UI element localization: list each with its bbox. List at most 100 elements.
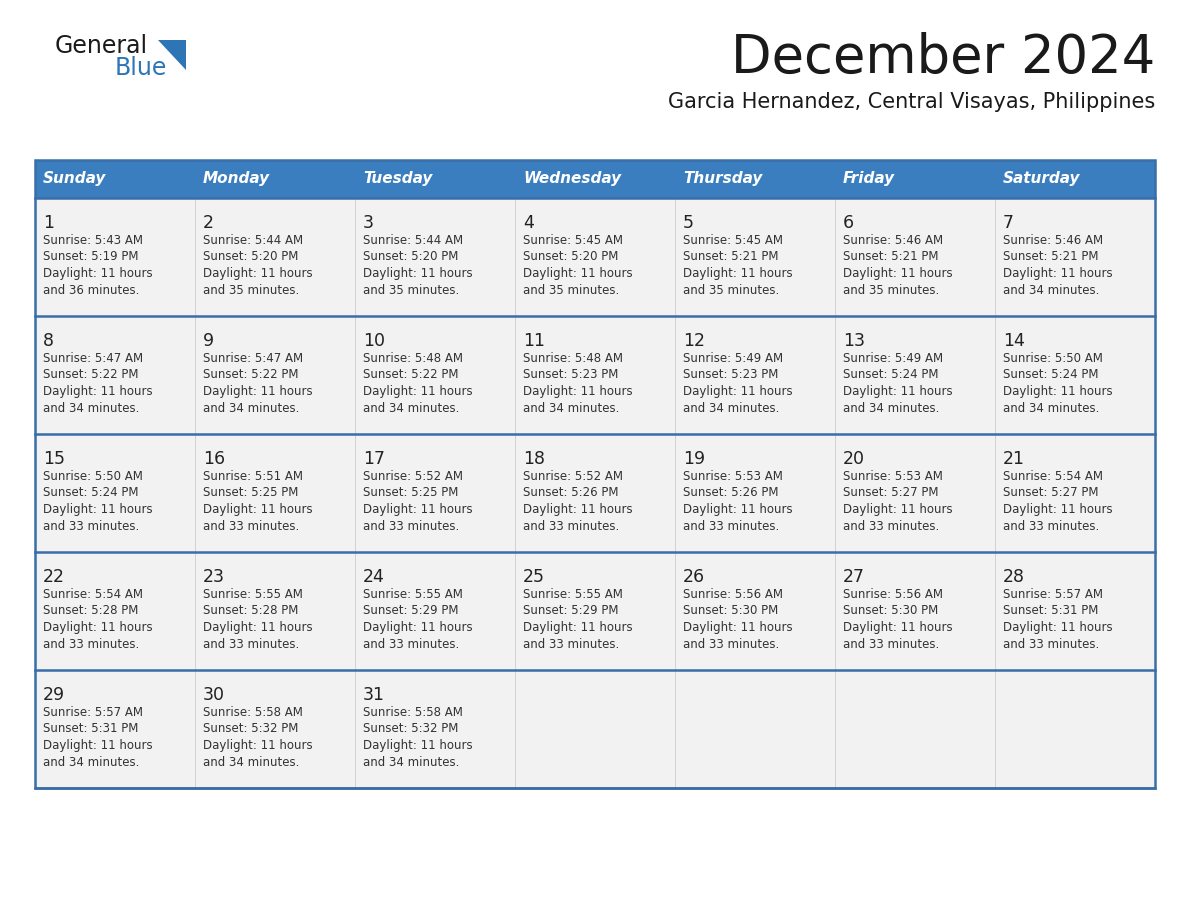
Text: Sunrise: 5:51 AM: Sunrise: 5:51 AM [203,470,303,483]
Text: Sunset: 5:27 PM: Sunset: 5:27 PM [1003,487,1099,499]
Text: 15: 15 [43,450,65,468]
Text: Sunrise: 5:48 AM: Sunrise: 5:48 AM [523,352,623,365]
Text: Sunrise: 5:45 AM: Sunrise: 5:45 AM [523,234,623,247]
Text: Daylight: 11 hours: Daylight: 11 hours [843,267,953,280]
Text: and 35 minutes.: and 35 minutes. [364,284,460,297]
Text: Tuesday: Tuesday [364,172,432,186]
Text: Sunset: 5:19 PM: Sunset: 5:19 PM [43,251,139,263]
Text: 20: 20 [843,450,865,468]
Text: and 34 minutes.: and 34 minutes. [203,756,299,768]
Text: Thursday: Thursday [683,172,763,186]
Text: 7: 7 [1003,214,1015,232]
Text: Daylight: 11 hours: Daylight: 11 hours [523,267,633,280]
Text: Sunset: 5:25 PM: Sunset: 5:25 PM [364,487,459,499]
Bar [34,434,1155,552]
Text: Sunset: 5:27 PM: Sunset: 5:27 PM [843,487,939,499]
Text: 1: 1 [43,214,53,232]
Text: 12: 12 [683,332,704,350]
Bar [34,198,1155,316]
Text: and 33 minutes.: and 33 minutes. [364,520,460,532]
Text: and 33 minutes.: and 33 minutes. [683,637,779,651]
Bar [34,670,1155,788]
Text: and 34 minutes.: and 34 minutes. [364,756,460,768]
Text: and 33 minutes.: and 33 minutes. [203,637,299,651]
Text: Sunset: 5:28 PM: Sunset: 5:28 PM [43,604,138,618]
Text: Sunset: 5:22 PM: Sunset: 5:22 PM [43,368,139,382]
Text: Sunrise: 5:56 AM: Sunrise: 5:56 AM [683,588,783,601]
Text: Daylight: 11 hours: Daylight: 11 hours [203,621,312,634]
Text: Sunset: 5:24 PM: Sunset: 5:24 PM [843,368,939,382]
Text: Sunrise: 5:54 AM: Sunrise: 5:54 AM [1003,470,1102,483]
Text: Sunset: 5:31 PM: Sunset: 5:31 PM [43,722,138,735]
Text: and 33 minutes.: and 33 minutes. [683,520,779,532]
Text: 18: 18 [523,450,545,468]
Text: Friday: Friday [843,172,895,186]
Text: Daylight: 11 hours: Daylight: 11 hours [843,503,953,516]
Text: Daylight: 11 hours: Daylight: 11 hours [364,503,473,516]
Text: Sunset: 5:28 PM: Sunset: 5:28 PM [203,604,298,618]
Text: Monday: Monday [203,172,270,186]
Text: Sunset: 5:29 PM: Sunset: 5:29 PM [364,604,459,618]
Text: Sunrise: 5:53 AM: Sunrise: 5:53 AM [843,470,943,483]
Text: Daylight: 11 hours: Daylight: 11 hours [1003,503,1113,516]
Text: Sunset: 5:22 PM: Sunset: 5:22 PM [364,368,459,382]
Text: Sunset: 5:21 PM: Sunset: 5:21 PM [843,251,939,263]
Text: Sunrise: 5:52 AM: Sunrise: 5:52 AM [364,470,463,483]
Text: Sunrise: 5:50 AM: Sunrise: 5:50 AM [43,470,143,483]
Text: 4: 4 [523,214,533,232]
Text: 22: 22 [43,568,65,586]
Text: Daylight: 11 hours: Daylight: 11 hours [364,621,473,634]
Text: Sunrise: 5:55 AM: Sunrise: 5:55 AM [364,588,463,601]
Text: 23: 23 [203,568,225,586]
Text: Sunrise: 5:52 AM: Sunrise: 5:52 AM [523,470,623,483]
Text: and 34 minutes.: and 34 minutes. [523,401,619,415]
Text: 26: 26 [683,568,706,586]
Text: and 33 minutes.: and 33 minutes. [843,637,940,651]
Text: and 33 minutes.: and 33 minutes. [1003,520,1099,532]
Text: Daylight: 11 hours: Daylight: 11 hours [683,621,792,634]
Text: Sunset: 5:23 PM: Sunset: 5:23 PM [683,368,778,382]
Text: Daylight: 11 hours: Daylight: 11 hours [43,739,152,752]
Text: Sunrise: 5:57 AM: Sunrise: 5:57 AM [43,706,143,719]
Text: Sunrise: 5:43 AM: Sunrise: 5:43 AM [43,234,143,247]
Bar [34,316,1155,434]
Text: 19: 19 [683,450,706,468]
Text: Daylight: 11 hours: Daylight: 11 hours [43,503,152,516]
Text: 29: 29 [43,686,65,704]
Text: and 35 minutes.: and 35 minutes. [843,284,940,297]
Bar [34,552,1155,670]
Text: and 33 minutes.: and 33 minutes. [43,520,139,532]
Text: Sunrise: 5:45 AM: Sunrise: 5:45 AM [683,234,783,247]
Text: Blue: Blue [115,56,168,80]
Text: 21: 21 [1003,450,1025,468]
Text: Daylight: 11 hours: Daylight: 11 hours [523,385,633,398]
Text: and 34 minutes.: and 34 minutes. [843,401,940,415]
Text: and 34 minutes.: and 34 minutes. [43,401,139,415]
Text: 27: 27 [843,568,865,586]
Text: Daylight: 11 hours: Daylight: 11 hours [203,503,312,516]
Polygon shape [158,40,187,70]
Text: 8: 8 [43,332,53,350]
Text: 13: 13 [843,332,865,350]
Text: Sunrise: 5:58 AM: Sunrise: 5:58 AM [203,706,303,719]
Text: Garcia Hernandez, Central Visayas, Philippines: Garcia Hernandez, Central Visayas, Phili… [668,92,1155,112]
Text: and 35 minutes.: and 35 minutes. [523,284,619,297]
Text: Daylight: 11 hours: Daylight: 11 hours [843,621,953,634]
Text: Daylight: 11 hours: Daylight: 11 hours [43,385,152,398]
Text: and 33 minutes.: and 33 minutes. [523,520,619,532]
Text: Daylight: 11 hours: Daylight: 11 hours [203,739,312,752]
Text: 30: 30 [203,686,225,704]
Text: and 34 minutes.: and 34 minutes. [1003,401,1099,415]
Text: Daylight: 11 hours: Daylight: 11 hours [364,267,473,280]
Text: Sunset: 5:24 PM: Sunset: 5:24 PM [1003,368,1099,382]
Text: Sunrise: 5:55 AM: Sunrise: 5:55 AM [523,588,623,601]
Text: and 33 minutes.: and 33 minutes. [843,520,940,532]
Text: Sunrise: 5:58 AM: Sunrise: 5:58 AM [364,706,463,719]
Text: and 33 minutes.: and 33 minutes. [523,637,619,651]
Text: and 33 minutes.: and 33 minutes. [1003,637,1099,651]
Text: Sunrise: 5:47 AM: Sunrise: 5:47 AM [43,352,143,365]
Text: Sunset: 5:21 PM: Sunset: 5:21 PM [683,251,778,263]
Text: Sunset: 5:31 PM: Sunset: 5:31 PM [1003,604,1099,618]
Text: Daylight: 11 hours: Daylight: 11 hours [203,267,312,280]
Text: 17: 17 [364,450,385,468]
